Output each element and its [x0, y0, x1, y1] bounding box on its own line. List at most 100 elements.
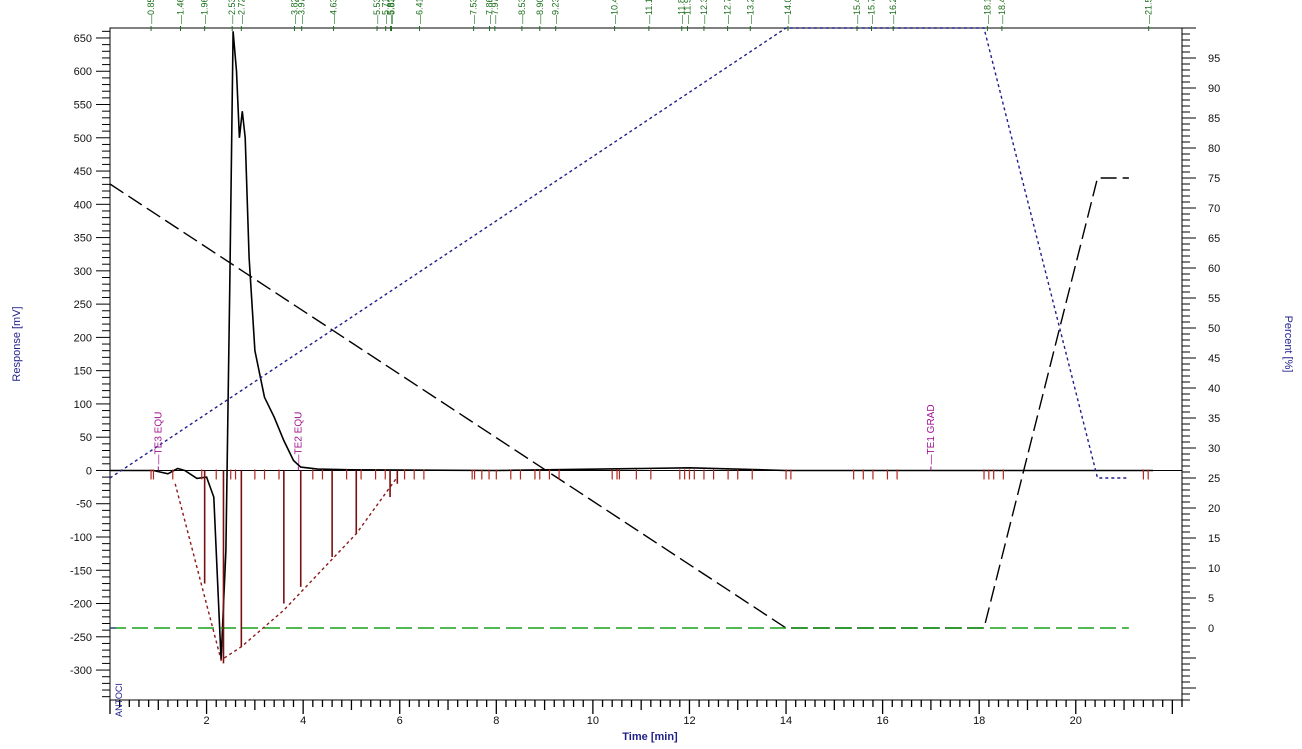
x-tick-label: 18 — [973, 715, 985, 727]
event-label: —TE1 GRAD — [926, 404, 937, 464]
series-line-5 — [174, 476, 398, 662]
series-line-3 — [109, 27, 1129, 479]
y-right-tick-label: 30 — [1208, 443, 1220, 455]
y-right-tick-label: 85 — [1208, 113, 1220, 125]
peak-time-label: —5.83 — [387, 0, 397, 24]
peak-time-label: —0.85 — [146, 0, 156, 24]
peak-time-label: —14.04 — [783, 0, 793, 24]
y-right-tick-label: 90 — [1208, 83, 1220, 95]
y-left-tick-label: 250 — [74, 299, 92, 311]
y-right-tick-label: 65 — [1208, 233, 1220, 245]
peak-time-label: —6.41 — [415, 0, 425, 24]
x-tick-label: 12 — [683, 715, 695, 727]
y-right-tick-label: 20 — [1208, 503, 1220, 515]
y-right-tick-label: 55 — [1208, 293, 1220, 305]
peak-time-label: —7.86 — [485, 0, 495, 24]
peak-time-label: —12.30 — [699, 0, 709, 24]
peak-time-label: —13.26 — [745, 0, 755, 24]
y-right-tick-label: 60 — [1208, 263, 1220, 275]
peak-time-label: —11.96 — [683, 0, 693, 24]
peak-time-label: —3.82 — [289, 0, 299, 24]
y-left-tick-label: -150 — [70, 565, 92, 577]
x-tick-label: 2 — [204, 715, 210, 727]
y-left-tick-label: -300 — [70, 665, 92, 677]
peak-time-label: —8.53 — [517, 0, 527, 24]
y-left-tick-label: -100 — [70, 532, 92, 544]
peak-time-label: —4.63 — [329, 0, 339, 24]
y-right-tick-label: 35 — [1208, 413, 1220, 425]
peak-time-label: —18.47 — [997, 0, 1007, 24]
x-tick-label: 4 — [300, 715, 306, 727]
y-right-tick-label: 25 — [1208, 473, 1220, 485]
y-axis-title-left: Response [mV] — [11, 306, 23, 381]
y-left-tick-label: 50 — [80, 432, 92, 444]
y-left-tick-label: 450 — [74, 166, 92, 178]
peak-time-label: —18.17 — [982, 0, 992, 24]
y-right-tick-label: 5 — [1208, 593, 1214, 605]
y-right-tick-label: 75 — [1208, 173, 1220, 185]
y-left-tick-label: 550 — [74, 100, 92, 112]
x-tick-label: 16 — [876, 715, 888, 727]
peak-time-label: —2.53 — [227, 0, 237, 24]
y-left-tick-label: 100 — [74, 399, 92, 411]
y-right-tick-label: 80 — [1208, 143, 1220, 155]
peak-time-label: —7.53 — [469, 0, 479, 24]
y-left-tick-label: 500 — [74, 133, 92, 145]
peak-time-label: —8.90 — [535, 0, 545, 24]
peak-time-label: —5.71 — [381, 0, 391, 24]
x-tick-label: 6 — [397, 715, 403, 727]
peak-time-label: —9.23 — [551, 0, 561, 24]
y-right-tick-label: 45 — [1208, 353, 1220, 365]
peak-time-label: —15.77 — [867, 0, 877, 24]
peak-time-label: —16.22 — [888, 0, 898, 24]
peak-time-label: —3.97 — [297, 0, 307, 24]
peak-time-label: —5.53 — [372, 0, 382, 24]
series-group — [109, 27, 1153, 662]
peak-time-label: —5.81 — [386, 0, 396, 24]
y-left-tick-label: 0 — [86, 465, 92, 477]
y-left-tick-label: 400 — [74, 199, 92, 211]
series-line-2 — [109, 177, 1129, 629]
labels-group: —0.85 —1.46 —1.96 —2.53 —2.72 —3.82—3.97 —4.63… — [110, 0, 1154, 629]
peak-time-label: —7.97 — [490, 0, 500, 24]
y-left-tick-label: 200 — [74, 332, 92, 344]
peak-time-label: —11.84 — [677, 0, 687, 24]
peak-time-label: —10.45 — [610, 0, 620, 24]
event-label: —TE2 EQU — [293, 412, 304, 465]
y-left-tick-label: 350 — [74, 233, 92, 245]
y-right-tick-label: 70 — [1208, 203, 1220, 215]
event-label: —TE3 EQU — [153, 412, 164, 465]
peak-time-label: —12.79 — [723, 0, 733, 24]
peak-time-label: —11.16 — [644, 0, 654, 24]
y-right-tick-label: 0 — [1208, 623, 1214, 635]
y-right-tick-label: 15 — [1208, 533, 1220, 545]
peak-time-label: —1.46 — [176, 0, 186, 24]
x-tick-label: 14 — [780, 715, 792, 727]
y-left-tick-label: 150 — [74, 366, 92, 378]
x-tick-label: 10 — [587, 715, 599, 727]
peak-time-label: —21.51 — [1144, 0, 1154, 24]
peak-time-label: —15.47 — [852, 0, 862, 24]
peak-marks-group — [150, 469, 1149, 664]
x-axis-title: Time [min] — [622, 731, 678, 743]
x-tick-label: 20 — [1070, 715, 1082, 727]
y-left-tick-label: -200 — [70, 599, 92, 611]
y-left-tick-label: 600 — [74, 66, 92, 78]
bottom-event-label: ANTOCI — [114, 683, 124, 717]
x-tick-label: 8 — [493, 715, 499, 727]
series-line-1 — [110, 31, 1153, 661]
y-axis-title-right: Percent [%] — [1282, 316, 1294, 373]
peak-time-label: —2.72 — [236, 0, 246, 24]
y-left-tick-label: 300 — [74, 266, 92, 278]
plot-frame — [109, 27, 1183, 701]
y-right-tick-label: 10 — [1208, 563, 1220, 575]
axes-group: 2 4 6 8 10 12 14 16 18 20 -300 -250 -200 -150 -100 -50 0… — [70, 27, 1220, 727]
peak-time-label: —1.96 — [200, 0, 210, 24]
y-right-tick-label: 40 — [1208, 383, 1220, 395]
y-left-tick-label: 650 — [74, 33, 92, 45]
y-right-tick-label: 95 — [1208, 53, 1220, 65]
y-left-tick-label: -250 — [70, 632, 92, 644]
y-left-tick-label: -50 — [76, 499, 92, 511]
